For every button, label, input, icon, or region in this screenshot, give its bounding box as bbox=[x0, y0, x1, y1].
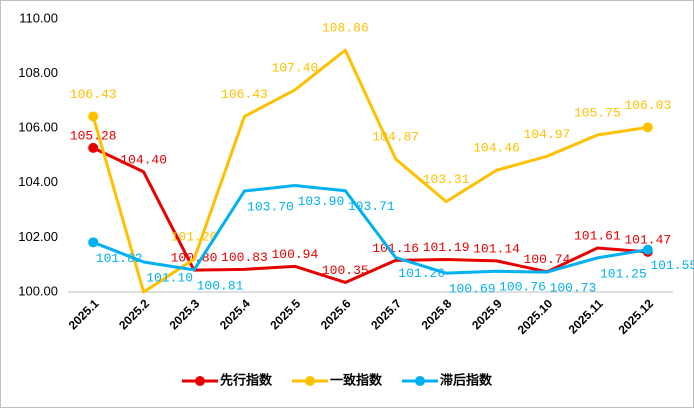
value-label: 100.74 bbox=[524, 252, 571, 267]
value-label: 107.40 bbox=[271, 60, 318, 75]
value-label: 101.20 bbox=[171, 230, 218, 245]
end-marker bbox=[88, 237, 99, 248]
value-label: 101.26 bbox=[398, 266, 445, 281]
value-label: 103.31 bbox=[423, 172, 470, 187]
value-label: 100.69 bbox=[449, 282, 496, 297]
value-label: 101.25 bbox=[600, 266, 647, 281]
value-label: 106.43 bbox=[221, 87, 268, 102]
value-label: 100.94 bbox=[271, 247, 318, 262]
value-label: 104.97 bbox=[524, 127, 571, 142]
value-label: 101.16 bbox=[372, 241, 419, 256]
value-label: 101.10 bbox=[146, 270, 193, 285]
y-tick-label: 110.00 bbox=[19, 10, 58, 25]
value-label: 105.28 bbox=[70, 128, 117, 143]
legend-marker bbox=[415, 376, 425, 386]
value-label: 105.75 bbox=[574, 105, 621, 120]
value-label: 101.47 bbox=[624, 232, 671, 247]
value-label: 100.83 bbox=[221, 250, 268, 265]
end-marker bbox=[642, 122, 653, 133]
value-label: 101.55 bbox=[650, 258, 694, 273]
legend-marker bbox=[195, 376, 205, 386]
series-line bbox=[92, 184, 649, 275]
value-label: 104.46 bbox=[473, 141, 520, 156]
value-label: 104.87 bbox=[372, 129, 419, 144]
value-label: 108.86 bbox=[322, 21, 369, 36]
value-label: 100.73 bbox=[550, 281, 597, 296]
value-label: 100.76 bbox=[499, 280, 546, 295]
series-line bbox=[91, 48, 649, 294]
series-line bbox=[92, 146, 648, 284]
value-label: 101.19 bbox=[423, 240, 470, 255]
end-marker bbox=[642, 244, 653, 255]
value-label: 104.40 bbox=[120, 152, 167, 167]
value-label: 106.43 bbox=[70, 87, 117, 102]
y-tick-label: 106.00 bbox=[18, 120, 58, 135]
value-label: 101.14 bbox=[473, 241, 520, 256]
end-marker bbox=[88, 111, 99, 122]
value-label: 101.82 bbox=[96, 251, 143, 266]
legend-label: 一致指数 bbox=[330, 373, 383, 389]
end-marker bbox=[88, 142, 99, 153]
value-label: 103.71 bbox=[348, 199, 395, 214]
y-tick-label: 102.00 bbox=[18, 229, 58, 244]
value-label: 103.70 bbox=[247, 199, 294, 214]
value-label: 101.61 bbox=[574, 228, 621, 243]
value-label: 100.35 bbox=[322, 263, 369, 278]
legend-marker bbox=[305, 376, 315, 386]
y-tick-label: 104.00 bbox=[18, 174, 58, 189]
value-label: 103.90 bbox=[297, 194, 344, 209]
legend-label: 先行指数 bbox=[220, 373, 273, 389]
y-tick-label: 100.00 bbox=[18, 283, 58, 298]
value-label: 100.81 bbox=[197, 278, 244, 293]
value-label: 106.03 bbox=[624, 98, 671, 113]
legend-label: 滞后指数 bbox=[440, 373, 493, 389]
y-tick-label: 108.00 bbox=[18, 65, 58, 80]
